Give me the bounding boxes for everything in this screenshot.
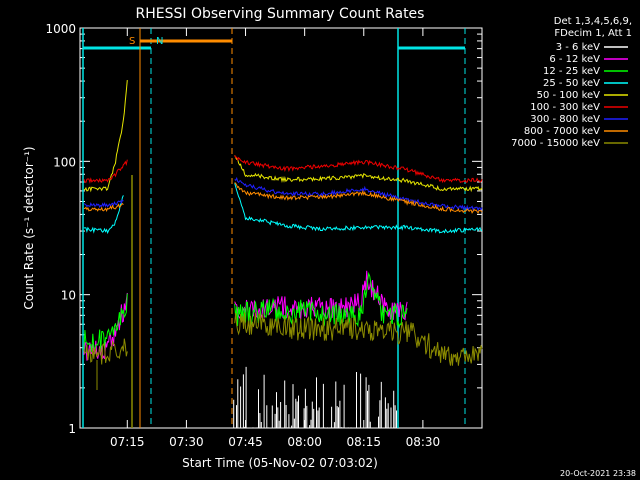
x-tick-label: 07:45 bbox=[228, 435, 263, 449]
legend-header-line-1: Det 1,3,4,5,6,9, bbox=[554, 16, 632, 27]
plot-area: 07:15 07:30 07:45 08:00 08:15 08:30 1 10 100 1000… bbox=[45, 22, 483, 449]
legend-entry-label: 100 - 300 keV bbox=[530, 102, 600, 113]
date-stamp: 20-Oct-2021 23:38 bbox=[560, 469, 636, 478]
legend-entry-label: 12 - 25 keV bbox=[543, 66, 600, 77]
series-100-300-kev bbox=[83, 155, 483, 184]
x-tick-label: 08:30 bbox=[406, 435, 441, 449]
series-50-100-kev bbox=[83, 80, 483, 193]
legend-entry-label: 6 - 12 keV bbox=[549, 54, 600, 65]
series-300-800-kev bbox=[83, 176, 483, 212]
series-25-50-kev bbox=[83, 183, 483, 235]
series-12-25-kev bbox=[83, 271, 408, 352]
y-tick-label: 100 bbox=[53, 155, 76, 169]
legend-entry-label: 800 - 7000 keV bbox=[524, 126, 600, 137]
series-800-7000-kev bbox=[83, 182, 483, 214]
legend-entry-label: 50 - 100 keV bbox=[537, 90, 601, 101]
x-tick-label: 07:15 bbox=[110, 435, 145, 449]
y-tick-label: 1000 bbox=[45, 22, 76, 36]
legend-entry-label: 300 - 800 keV bbox=[530, 114, 600, 125]
x-tick-label: 07:30 bbox=[169, 435, 204, 449]
x-tick-label: 08:15 bbox=[346, 435, 381, 449]
flag-S: S bbox=[129, 36, 135, 47]
y-axis-label: Count Rate (s⁻¹ detector⁻¹) bbox=[22, 146, 36, 309]
flag-N: N bbox=[156, 36, 163, 47]
chart-title: RHESSI Observing Summary Count Rates bbox=[136, 6, 425, 22]
y-tick-label: 1 bbox=[68, 422, 76, 436]
legend-header-line-2: FDecim 1, Att 1 bbox=[554, 28, 632, 39]
x-tick-label: 08:00 bbox=[287, 435, 322, 449]
x-axis-label: Start Time (05-Nov-02 07:03:02) bbox=[182, 456, 378, 470]
y-tick-label: 10 bbox=[61, 289, 76, 303]
legend-entry-label: 7000 - 15000 keV bbox=[511, 138, 600, 149]
legend: Det 1,3,4,5,6,9, FDecim 1, Att 1 3 - 6 k… bbox=[511, 16, 632, 149]
legend-entry-label: 25 - 50 keV bbox=[543, 78, 600, 89]
series-7000-15000-kev bbox=[83, 312, 483, 366]
legend-entry-label: 3 - 6 keV bbox=[556, 42, 600, 53]
series-3-6-kev bbox=[233, 366, 397, 428]
